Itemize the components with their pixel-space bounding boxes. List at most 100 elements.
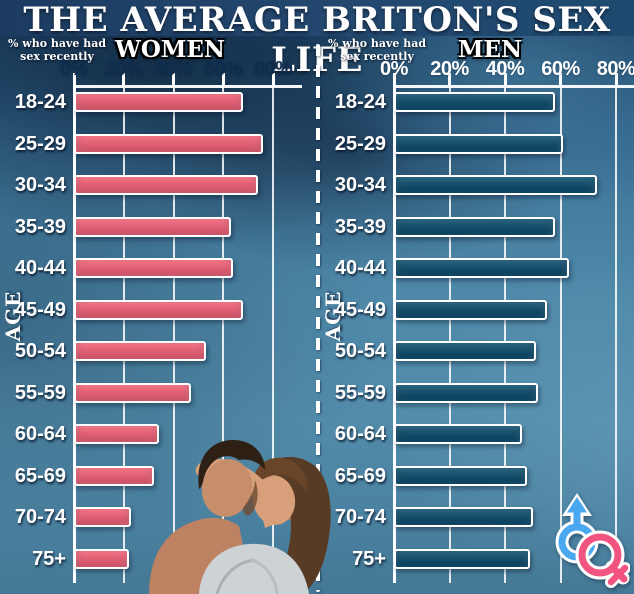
woman-hair-front [252, 457, 308, 492]
woman-arm [201, 459, 285, 528]
gridline-0% [72, 85, 76, 583]
age-group-label: 50-54 [334, 340, 386, 362]
age-group-label: 18-24 [14, 91, 66, 113]
bar-men-18-24 [394, 92, 555, 112]
title-band [0, 0, 634, 36]
bar-men-60-64 [394, 424, 522, 444]
age-group-label: 55-59 [334, 382, 386, 404]
man-beard [243, 480, 258, 516]
female-symbol-icon [578, 533, 629, 586]
bar-men-30-34 [394, 175, 597, 195]
age-group-label: 75+ [352, 548, 386, 570]
axis-tick [614, 73, 618, 86]
age-group-label: 45-49 [334, 299, 386, 321]
bar-men-70-74 [394, 507, 533, 527]
axis-note-line-1: % who have had [7, 37, 107, 50]
bar-women-30-34 [74, 175, 258, 195]
axis-tick-label: 60% [541, 58, 580, 80]
axis-tick [122, 73, 126, 86]
axis-tick-label: 40% [485, 58, 525, 80]
chart-header-women: WOMEN [115, 36, 225, 63]
age-group-label: 40-44 [334, 257, 386, 279]
gridline-60% [559, 85, 562, 583]
bar-women-60-64 [74, 424, 159, 444]
age-group-label: 18-24 [334, 91, 386, 113]
age-group-label: 30-34 [334, 174, 386, 196]
age-group-label: 40-44 [14, 257, 66, 279]
male-arrow [567, 497, 587, 513]
age-group-label: 60-64 [334, 423, 386, 445]
age-group-label: 45-49 [14, 299, 66, 321]
age-group-label: 65-69 [334, 465, 386, 487]
couple-photo [149, 440, 331, 594]
bar-men-55-59 [394, 383, 538, 403]
bar-women-50-54 [74, 341, 206, 361]
axis-tick-label: 40% [154, 58, 193, 80]
axis-note-line-1: % who have had [327, 37, 427, 50]
plot-top-border [394, 85, 634, 88]
bar-women-65-69 [74, 466, 154, 486]
axis-note-men: % who have had sex recently [322, 37, 432, 63]
axis-tick [392, 73, 396, 86]
bar-men-50-54 [394, 341, 536, 361]
axis-tick-label: 0% [60, 58, 88, 80]
axis-note-line-2: sex recently [340, 50, 414, 63]
chart-divider-dashed-line [316, 44, 320, 592]
bar-men-65-69 [394, 466, 527, 486]
gridline-40% [172, 85, 175, 583]
bar-women-25-29 [74, 134, 263, 154]
towel [199, 543, 309, 594]
axis-tick-label: 80% [596, 58, 634, 80]
axis-tick [448, 73, 451, 86]
axis-tick [72, 73, 76, 86]
axis-tick [221, 73, 225, 86]
axis-tick [559, 73, 562, 86]
bar-women-35-39 [74, 217, 231, 237]
axis-tick-label: 0% [380, 58, 408, 80]
bar-men-40-44 [394, 258, 569, 278]
towel-fold [215, 558, 256, 594]
age-group-label: 70-74 [334, 506, 386, 528]
gridline-40% [504, 85, 506, 583]
age-group-label: 65-69 [14, 465, 66, 487]
towel-fold [250, 558, 279, 594]
age-group-label: 75+ [32, 548, 66, 570]
age-group-label: 35-39 [334, 216, 386, 238]
axis-note-women: % who have had sex recently [2, 37, 112, 63]
bar-women-55-59 [74, 383, 191, 403]
gridline-20% [122, 85, 125, 583]
man-head [201, 459, 253, 517]
age-group-label: 25-29 [14, 133, 66, 155]
chart-header-men: MEN [457, 36, 522, 63]
gridline-20% [448, 85, 451, 583]
bar-women-18-24 [74, 92, 243, 112]
axis-tick-label: 60% [203, 58, 243, 80]
bar-women-70-74 [74, 507, 131, 527]
gridline-60% [222, 85, 225, 583]
gridline-80% [615, 85, 617, 583]
gridline-80% [272, 85, 274, 583]
bar-men-25-29 [394, 134, 563, 154]
age-group-label: 70-74 [14, 506, 66, 528]
axis-tick-label: 20% [104, 58, 144, 80]
bar-women-45-49 [74, 300, 243, 320]
axis-tick-label: 80% [253, 58, 293, 80]
bar-women-75+ [74, 549, 129, 569]
age-group-label: 30-34 [14, 174, 66, 196]
axis-tick-label: 20% [430, 58, 469, 80]
axis-tick [172, 73, 175, 86]
age-group-label: 60-64 [14, 423, 66, 445]
bar-women-40-44 [74, 258, 233, 278]
age-group-label: 35-39 [14, 216, 66, 238]
age-group-label: 55-59 [14, 382, 66, 404]
man-hair [198, 440, 265, 489]
gender-symbols [555, 493, 630, 588]
axis-note-line-2: sex recently [20, 50, 94, 63]
bar-men-45-49 [394, 300, 547, 320]
gridline-0% [392, 85, 396, 583]
plot-top-border [74, 85, 302, 88]
